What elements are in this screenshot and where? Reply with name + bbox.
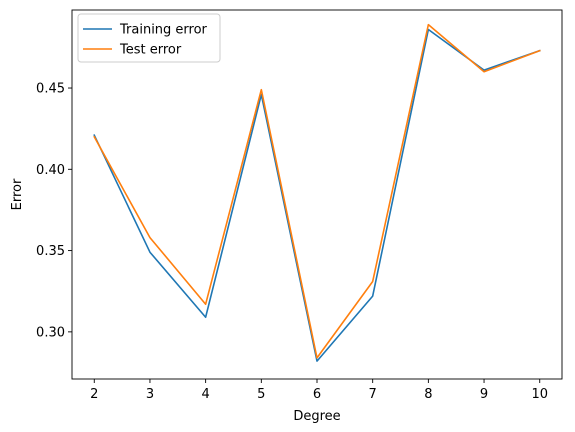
x-tick-label: 8 bbox=[424, 387, 432, 402]
x-tick-label: 2 bbox=[90, 387, 98, 402]
x-tick-label: 7 bbox=[369, 387, 377, 402]
y-axis-label: Error bbox=[10, 178, 25, 210]
x-tick-label: 9 bbox=[480, 387, 488, 402]
legend-box bbox=[77, 13, 221, 63]
legend: Training error Test error bbox=[77, 13, 221, 63]
y-tick-label: 0.45 bbox=[36, 82, 65, 97]
y-tick-label: 0.35 bbox=[36, 244, 65, 259]
x-tick-label: 3 bbox=[146, 387, 154, 402]
x-tick-label: 10 bbox=[531, 387, 548, 402]
x-tick-label: 5 bbox=[257, 387, 265, 402]
legend-label-training-error: Training error bbox=[119, 23, 208, 38]
x-axis-label: Degree bbox=[293, 409, 340, 424]
y-tick-label: 0.30 bbox=[36, 325, 65, 340]
x-tick-label: 4 bbox=[201, 387, 209, 402]
series-line-test-error bbox=[93, 23, 541, 359]
y-tick-label: 0.40 bbox=[36, 163, 65, 178]
axis-ticks: 2 3 4 5 6 7 8 9 10 0.30 0.35 0.40 0.45 bbox=[36, 82, 548, 402]
legend-label-test-error: Test error bbox=[119, 43, 182, 58]
x-tick-label: 6 bbox=[313, 387, 321, 402]
